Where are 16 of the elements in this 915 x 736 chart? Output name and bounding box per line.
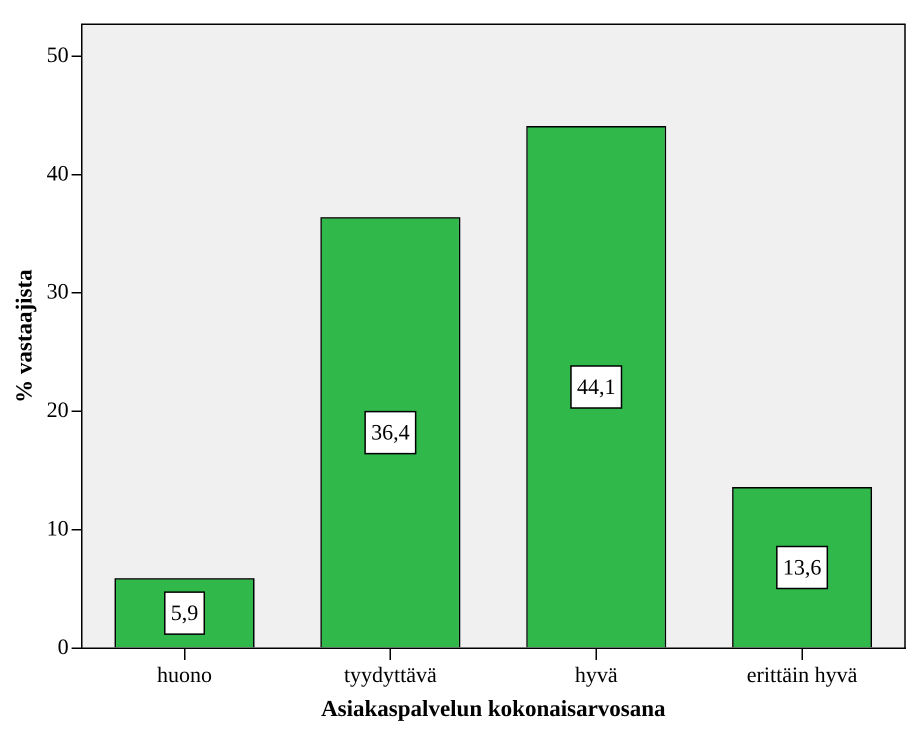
y-tick-label: 30 — [46, 278, 69, 304]
x-tick-label: erittäin hyvä — [746, 662, 858, 687]
data-label: 13,6 — [782, 554, 822, 580]
x-tick-label: tyydyttävä — [344, 662, 438, 687]
y-tick-label: 10 — [46, 515, 69, 540]
y-tick-label: 50 — [46, 42, 69, 67]
x-tick-label: hyvä — [574, 662, 618, 687]
y-axis-title: % vastaajista — [12, 268, 37, 403]
x-axis-title: Asiakaspalvelun kokonaisarvosana — [321, 696, 666, 722]
y-tick-label: 40 — [46, 160, 69, 186]
y-tick-label: 20 — [46, 397, 69, 422]
x-tick-label: huono — [157, 662, 212, 687]
data-label: 5,9 — [170, 600, 198, 625]
data-label: 44,1 — [576, 374, 616, 399]
data-label: 36,4 — [371, 419, 410, 444]
y-tick-label: 0 — [58, 634, 69, 659]
